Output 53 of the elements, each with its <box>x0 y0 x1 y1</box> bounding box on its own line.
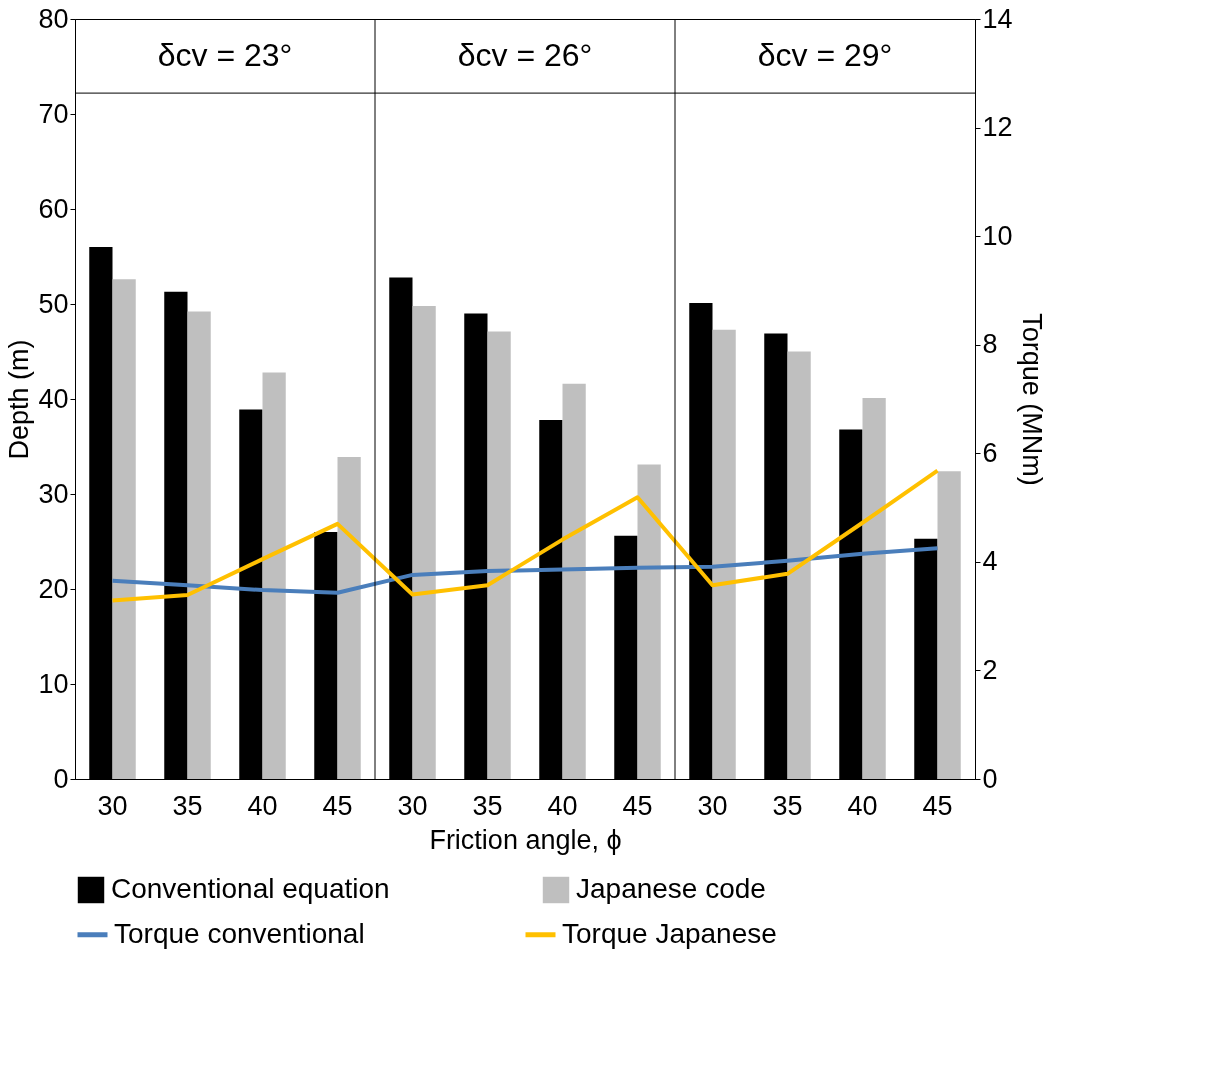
y-axis-title: Depth (m) <box>4 339 35 460</box>
x-tick-label: 40 <box>847 790 878 821</box>
legend-label: Conventional equation <box>111 873 390 904</box>
bar <box>262 372 286 779</box>
bar <box>862 398 886 779</box>
y2-tick-label: 6 <box>982 437 998 468</box>
x-tick-label: 30 <box>397 790 428 821</box>
y2-tick-label: 0 <box>982 763 998 794</box>
legend-label: Torque Japanese <box>562 917 777 949</box>
y-tick-label: 10 <box>38 668 69 699</box>
y-tick-label: 50 <box>38 288 69 319</box>
legend-label: Japanese code <box>576 873 766 904</box>
x-tick-label: 35 <box>172 790 203 821</box>
x-tick-label: 40 <box>547 790 578 821</box>
bar <box>412 305 436 779</box>
x-tick-label: 45 <box>322 790 353 821</box>
y-tick-label: 30 <box>38 478 69 509</box>
x-tick-label: 30 <box>97 790 128 821</box>
x-tick-label: 45 <box>922 790 953 821</box>
y2-axis-title: Torque (MNm) <box>1016 313 1047 486</box>
bar <box>187 311 211 779</box>
bar <box>937 471 961 779</box>
x-tick-label: 40 <box>247 790 278 821</box>
y-tick-label: 0 <box>53 763 69 794</box>
line-series <box>110 468 940 603</box>
y-tick-label: 20 <box>38 573 69 604</box>
bar <box>712 329 736 779</box>
bar <box>562 383 586 779</box>
x-tick-label: 45 <box>622 790 653 821</box>
y-tick-label: 40 <box>38 383 69 414</box>
annotation: δcv = 29° <box>757 37 893 74</box>
y2-tick-label: 8 <box>982 329 998 360</box>
y2-tick-label: 14 <box>982 3 1013 34</box>
annotation: δcv = 26° <box>457 37 593 74</box>
bar <box>337 456 361 779</box>
x-axis-title: Friction angle, ϕ <box>429 824 622 855</box>
bar <box>637 464 661 779</box>
bar <box>487 331 511 779</box>
bar <box>787 351 811 779</box>
y-tick-label: 70 <box>38 98 69 129</box>
y-tick-label: 60 <box>38 193 69 224</box>
x-tick-label: 35 <box>772 790 803 821</box>
x-tick-label: 35 <box>472 790 503 821</box>
legend-label: Torque conventional <box>114 917 365 949</box>
y2-tick-label: 10 <box>982 220 1013 251</box>
bar <box>112 279 136 779</box>
y2-tick-label: 4 <box>982 546 998 577</box>
y2-tick-label: 12 <box>982 112 1013 143</box>
line-series <box>110 546 940 595</box>
y2-tick-label: 2 <box>982 654 998 685</box>
x-tick-label: 30 <box>697 790 728 821</box>
y-tick-label: 80 <box>38 3 69 34</box>
annotation: δcv = 23° <box>157 37 293 74</box>
